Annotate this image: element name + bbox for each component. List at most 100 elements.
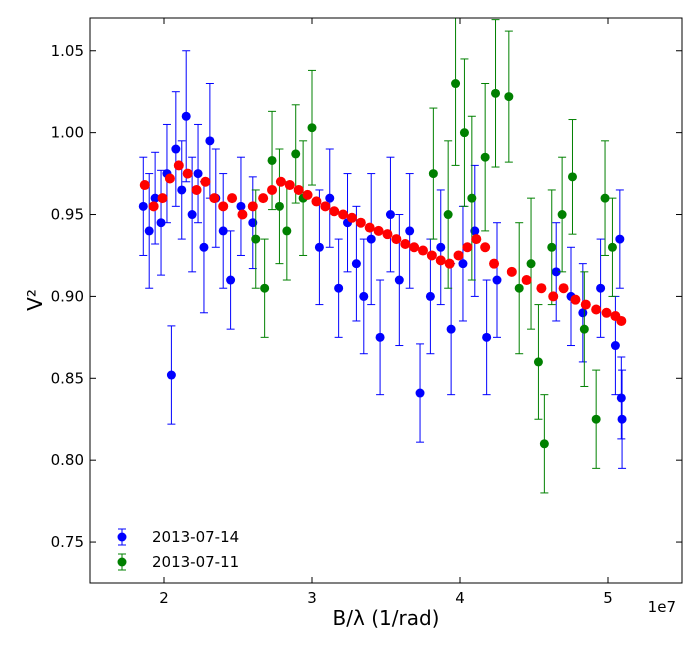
model-point [329,206,340,217]
series-2013-07-14-point [144,226,154,236]
legend-marker [117,532,127,542]
series-2013-07-14-point [226,275,236,285]
series-2013-07-11-point [491,88,501,98]
model-point [580,299,591,310]
series-2013-07-11-point [467,193,477,203]
model-point [302,189,313,200]
model-point [444,258,455,269]
y-tick-label: 0.75 [51,533,84,551]
y-tick-label: 1.00 [51,124,84,142]
model-point [409,242,420,253]
series-2013-07-11-point [526,259,536,269]
series-2013-07-14-point [187,210,197,220]
series-2013-07-14-point [405,226,415,236]
model-point [148,201,159,212]
x-tick-label: 4 [455,589,465,607]
model-point [157,193,168,204]
series-2013-07-14-point [314,242,324,252]
x-axis-multiplier: 1e7 [648,598,676,616]
series-2013-07-14-point [166,370,176,380]
series-2013-07-11-point [539,439,549,449]
series-2013-07-11-point [451,79,461,89]
model-point [320,201,331,212]
series-2013-07-11-point [607,242,617,252]
series-2013-07-14-point [385,210,395,220]
model-point [453,250,464,261]
series-2013-07-14-point [181,111,191,121]
series-2013-07-14-point [482,332,492,342]
series-2013-07-11-point [514,283,524,293]
series-2013-07-14-point [610,341,620,351]
model-point [616,315,627,326]
series-2013-07-14-point [492,275,502,285]
model-point [164,173,175,184]
model-point [355,217,366,228]
series-2013-07-11-point [260,283,270,293]
model-point [480,242,491,253]
series-2013-07-11-point [533,357,543,367]
series-2013-07-14-point [470,226,480,236]
y-tick-label: 0.90 [51,287,84,305]
series-2013-07-14-point [446,324,456,334]
series-2013-07-11-point [504,92,514,102]
y-tick-label: 0.85 [51,369,84,387]
series-2013-07-14-point [150,193,160,203]
model-point [462,242,473,253]
series-2013-07-14-point [366,234,376,244]
model-point [489,258,500,269]
model-point [258,193,269,204]
series-2013-07-11-point [307,123,317,133]
series-2013-07-11-point [282,226,292,236]
y-tick-label: 0.95 [51,206,84,224]
series-2013-07-11-point [579,324,589,334]
model-point [536,283,547,294]
series-2013-07-14-point [615,234,625,244]
plot-frame [89,17,683,584]
series-2013-07-11-point [428,169,438,179]
y-tick-label: 0.80 [51,451,84,469]
series-2013-07-14-point [248,218,258,228]
model-point [391,234,402,245]
model-point [247,201,258,212]
series-2013-07-14-point [325,193,335,203]
series-2013-07-14-point [375,332,385,342]
axes-layer: 2 3 4 5 0.75 0.80 0.85 0.90 0.95 1.00 1.05 [51,18,682,607]
series-2013-07-11-point [547,242,557,252]
series-2013-07-14-point [359,291,369,301]
series-2013-07-11-point [251,234,261,244]
series-2013-07-11-point [443,210,453,220]
x-tick-label: 3 [307,589,317,607]
series-2013-07-14-point [156,218,166,228]
series-2013-07-14-point [596,283,606,293]
model-point [570,294,581,305]
series-2013-07-14-point [334,283,344,293]
series-2013-07-14-point [617,414,627,424]
model-point [382,229,393,240]
series-2013-07-14-point [351,259,361,269]
model-point [200,176,211,187]
legend-marker [117,557,127,567]
model-point [275,176,286,187]
series-2013-07-14-point [578,308,588,318]
series-2013-07-14-point [218,226,228,236]
series-2013-07-11-point [591,414,601,424]
model-point [548,291,559,302]
series-2013-07-14-point [458,259,468,269]
series-2013-07-14-point [415,388,425,398]
model-point [218,201,229,212]
series-2013-07-14-point [177,185,187,195]
series-2013-07-14-point [193,169,203,179]
model-point [227,193,238,204]
series-2013-07-14-point [205,136,215,146]
model-point [418,245,428,256]
series-2013-07-14-point [551,267,561,277]
model-point [558,283,569,294]
model-point [284,180,295,191]
model-point [521,275,532,286]
legend: 2013-07-14 2013-07-11 [117,528,239,571]
series-2013-07-11-point [480,152,490,162]
model-point [373,225,384,236]
model-point [267,184,278,195]
